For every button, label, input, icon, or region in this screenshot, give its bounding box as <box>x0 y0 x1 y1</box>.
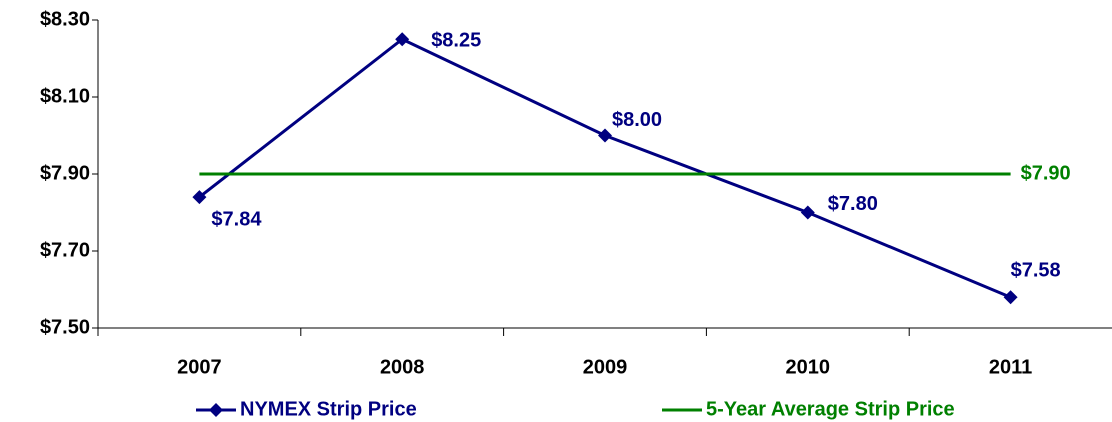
legend-label: 5-Year Average Strip Price <box>706 398 955 420</box>
y-tick-label: $7.50 <box>40 316 90 338</box>
x-tick-label: 2007 <box>177 356 222 378</box>
data-label: $8.25 <box>431 30 481 52</box>
data-label: $7.80 <box>828 193 878 215</box>
y-tick-label: $7.90 <box>40 162 90 184</box>
series-line <box>198 37 1012 299</box>
y-tick-label: $7.70 <box>40 239 90 261</box>
data-label: $7.84 <box>211 208 262 230</box>
x-tick-label: 2010 <box>786 356 831 378</box>
data-label: $7.90 <box>1021 162 1071 184</box>
x-tick-label: 2009 <box>583 356 628 378</box>
data-point <box>1003 290 1018 305</box>
data-point <box>598 128 612 143</box>
x-tick-label: 2008 <box>380 356 425 378</box>
y-tick-label: $8.30 <box>40 8 90 30</box>
legend-marker <box>209 403 223 417</box>
x-tick-label: 2011 <box>989 356 1032 378</box>
legend-label: NYMEX Strip Price <box>240 398 417 420</box>
data-point <box>192 190 207 205</box>
data-label: $8.00 <box>612 109 662 131</box>
data-point <box>800 205 815 220</box>
data-point <box>395 32 410 47</box>
data-label: $7.58 <box>1011 259 1061 281</box>
y-tick-label: $8.10 <box>40 85 90 107</box>
